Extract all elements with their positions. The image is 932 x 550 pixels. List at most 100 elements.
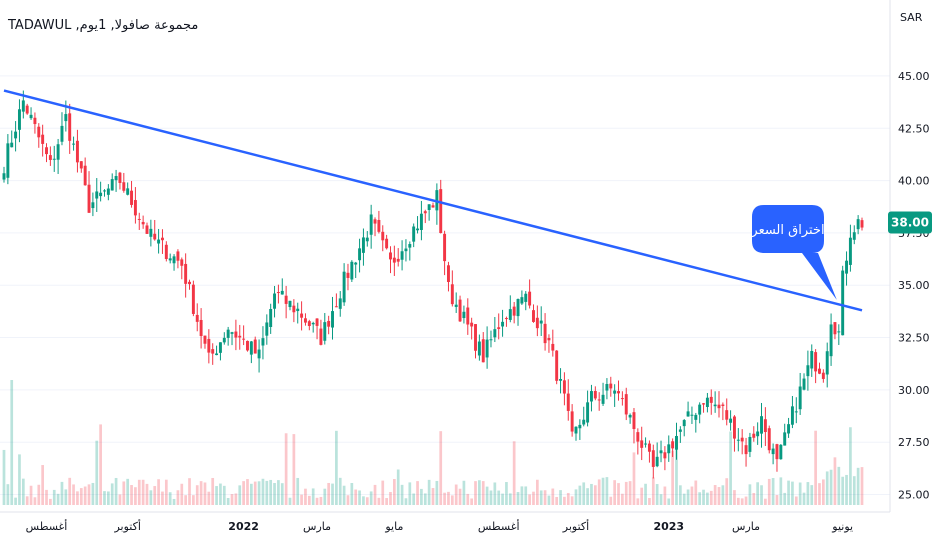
volume-bar [56, 493, 60, 505]
candle-body [655, 456, 659, 467]
volume-bar [311, 488, 315, 505]
candle-body [64, 114, 68, 122]
volume-bar [292, 434, 296, 505]
candle-body [342, 271, 346, 303]
volume-bar [362, 496, 365, 505]
candle-body [72, 143, 76, 145]
volume-bar [787, 480, 790, 505]
volume-bar [226, 498, 230, 505]
volume-bar [532, 491, 535, 505]
callout-bubble [752, 205, 837, 300]
candle-body [118, 172, 122, 183]
volume-bar [690, 486, 694, 505]
candle-body [2, 173, 6, 180]
candle-body [276, 292, 280, 294]
volume-bar [767, 478, 771, 505]
candle-body [29, 114, 33, 119]
candle-body [783, 432, 787, 446]
candle-body [802, 378, 806, 390]
volume-bar [678, 485, 682, 505]
volume-bar [52, 489, 56, 505]
volume-bar [157, 479, 160, 505]
candle-body [423, 211, 427, 214]
volume-bar [126, 478, 130, 505]
volume-bar [118, 494, 122, 505]
volume-bar [764, 498, 767, 505]
volume-bar [547, 495, 551, 505]
candle-body [300, 313, 304, 318]
trendline[interactable] [3, 89, 863, 312]
candle-body [787, 424, 791, 434]
x-tick-label: مايو [384, 520, 403, 533]
volume-bar [617, 483, 620, 505]
volume-bar [114, 477, 118, 505]
candle-body [667, 444, 671, 454]
candle-body [520, 297, 524, 304]
candle-body [188, 281, 191, 285]
candle-body [601, 394, 605, 404]
volume-bar [663, 486, 667, 505]
candle-body [837, 331, 841, 333]
volume-bar [168, 492, 172, 505]
volume-bar [72, 484, 75, 505]
volume-bar [535, 479, 539, 505]
candle-body [17, 109, 21, 130]
time-axis[interactable]: أغسطس أكتوبر 2022 مارس مايو أغسطس أكتوبر 2023 ما… [0, 511, 890, 533]
price-axis[interactable]: 25.0027.5030.0032.5035.0037.5040.0042.50… [889, 0, 930, 512]
volume-bar [814, 430, 817, 505]
candle-body [497, 327, 501, 329]
volume-bar [709, 490, 713, 505]
x-tick-label: 2023 [653, 520, 684, 533]
volume-bar [2, 449, 6, 505]
candle-body [416, 228, 420, 231]
candle-body [164, 244, 168, 260]
volume-bar [37, 484, 41, 505]
volume-bar [748, 484, 752, 505]
candle-body [91, 202, 95, 209]
volume-bar [304, 488, 307, 505]
y-tick-label: 40.00 [898, 175, 930, 188]
volume-bar [543, 490, 547, 505]
candle-body [331, 311, 334, 328]
volume-bar [10, 380, 14, 505]
volume-bar [431, 488, 435, 505]
candle-body [732, 416, 736, 439]
volume-bar [222, 485, 226, 505]
volume-bar [130, 485, 133, 505]
candle-body [180, 259, 184, 266]
volume-bar [331, 483, 334, 505]
candle-body [361, 237, 365, 253]
candle-body [338, 298, 342, 309]
volume-bar [779, 477, 783, 505]
volume-bar [512, 441, 516, 505]
volume-bar [752, 493, 756, 505]
candle-body [203, 335, 207, 344]
candle-body [191, 284, 195, 314]
candle-body [141, 221, 145, 225]
volume-bar [810, 485, 814, 505]
candle-body [327, 320, 331, 327]
y-tick-label: 45.00 [898, 70, 930, 83]
volume-bar [153, 486, 157, 505]
volume-bar [586, 488, 589, 505]
candle-body [760, 416, 763, 434]
volume-bar [852, 476, 856, 505]
candle-body [10, 142, 14, 148]
volume-bar [860, 467, 864, 505]
chart-title: مجموعة صافولا, 1يوم, TADAWUL [8, 18, 199, 33]
y-tick-label: 42.50 [898, 122, 930, 135]
volume-bar [478, 480, 481, 505]
candle-body [45, 147, 48, 155]
candle-body [431, 205, 435, 208]
candle-body [103, 190, 106, 192]
volume-bar [760, 485, 763, 505]
volume-bar [161, 491, 164, 505]
candle-body [756, 431, 760, 437]
candle-body [709, 396, 713, 403]
volume-bar [33, 497, 37, 505]
volume-bar [219, 483, 222, 505]
volume-bar [338, 477, 342, 505]
candle-body [450, 284, 454, 305]
volume-bar [818, 483, 821, 505]
